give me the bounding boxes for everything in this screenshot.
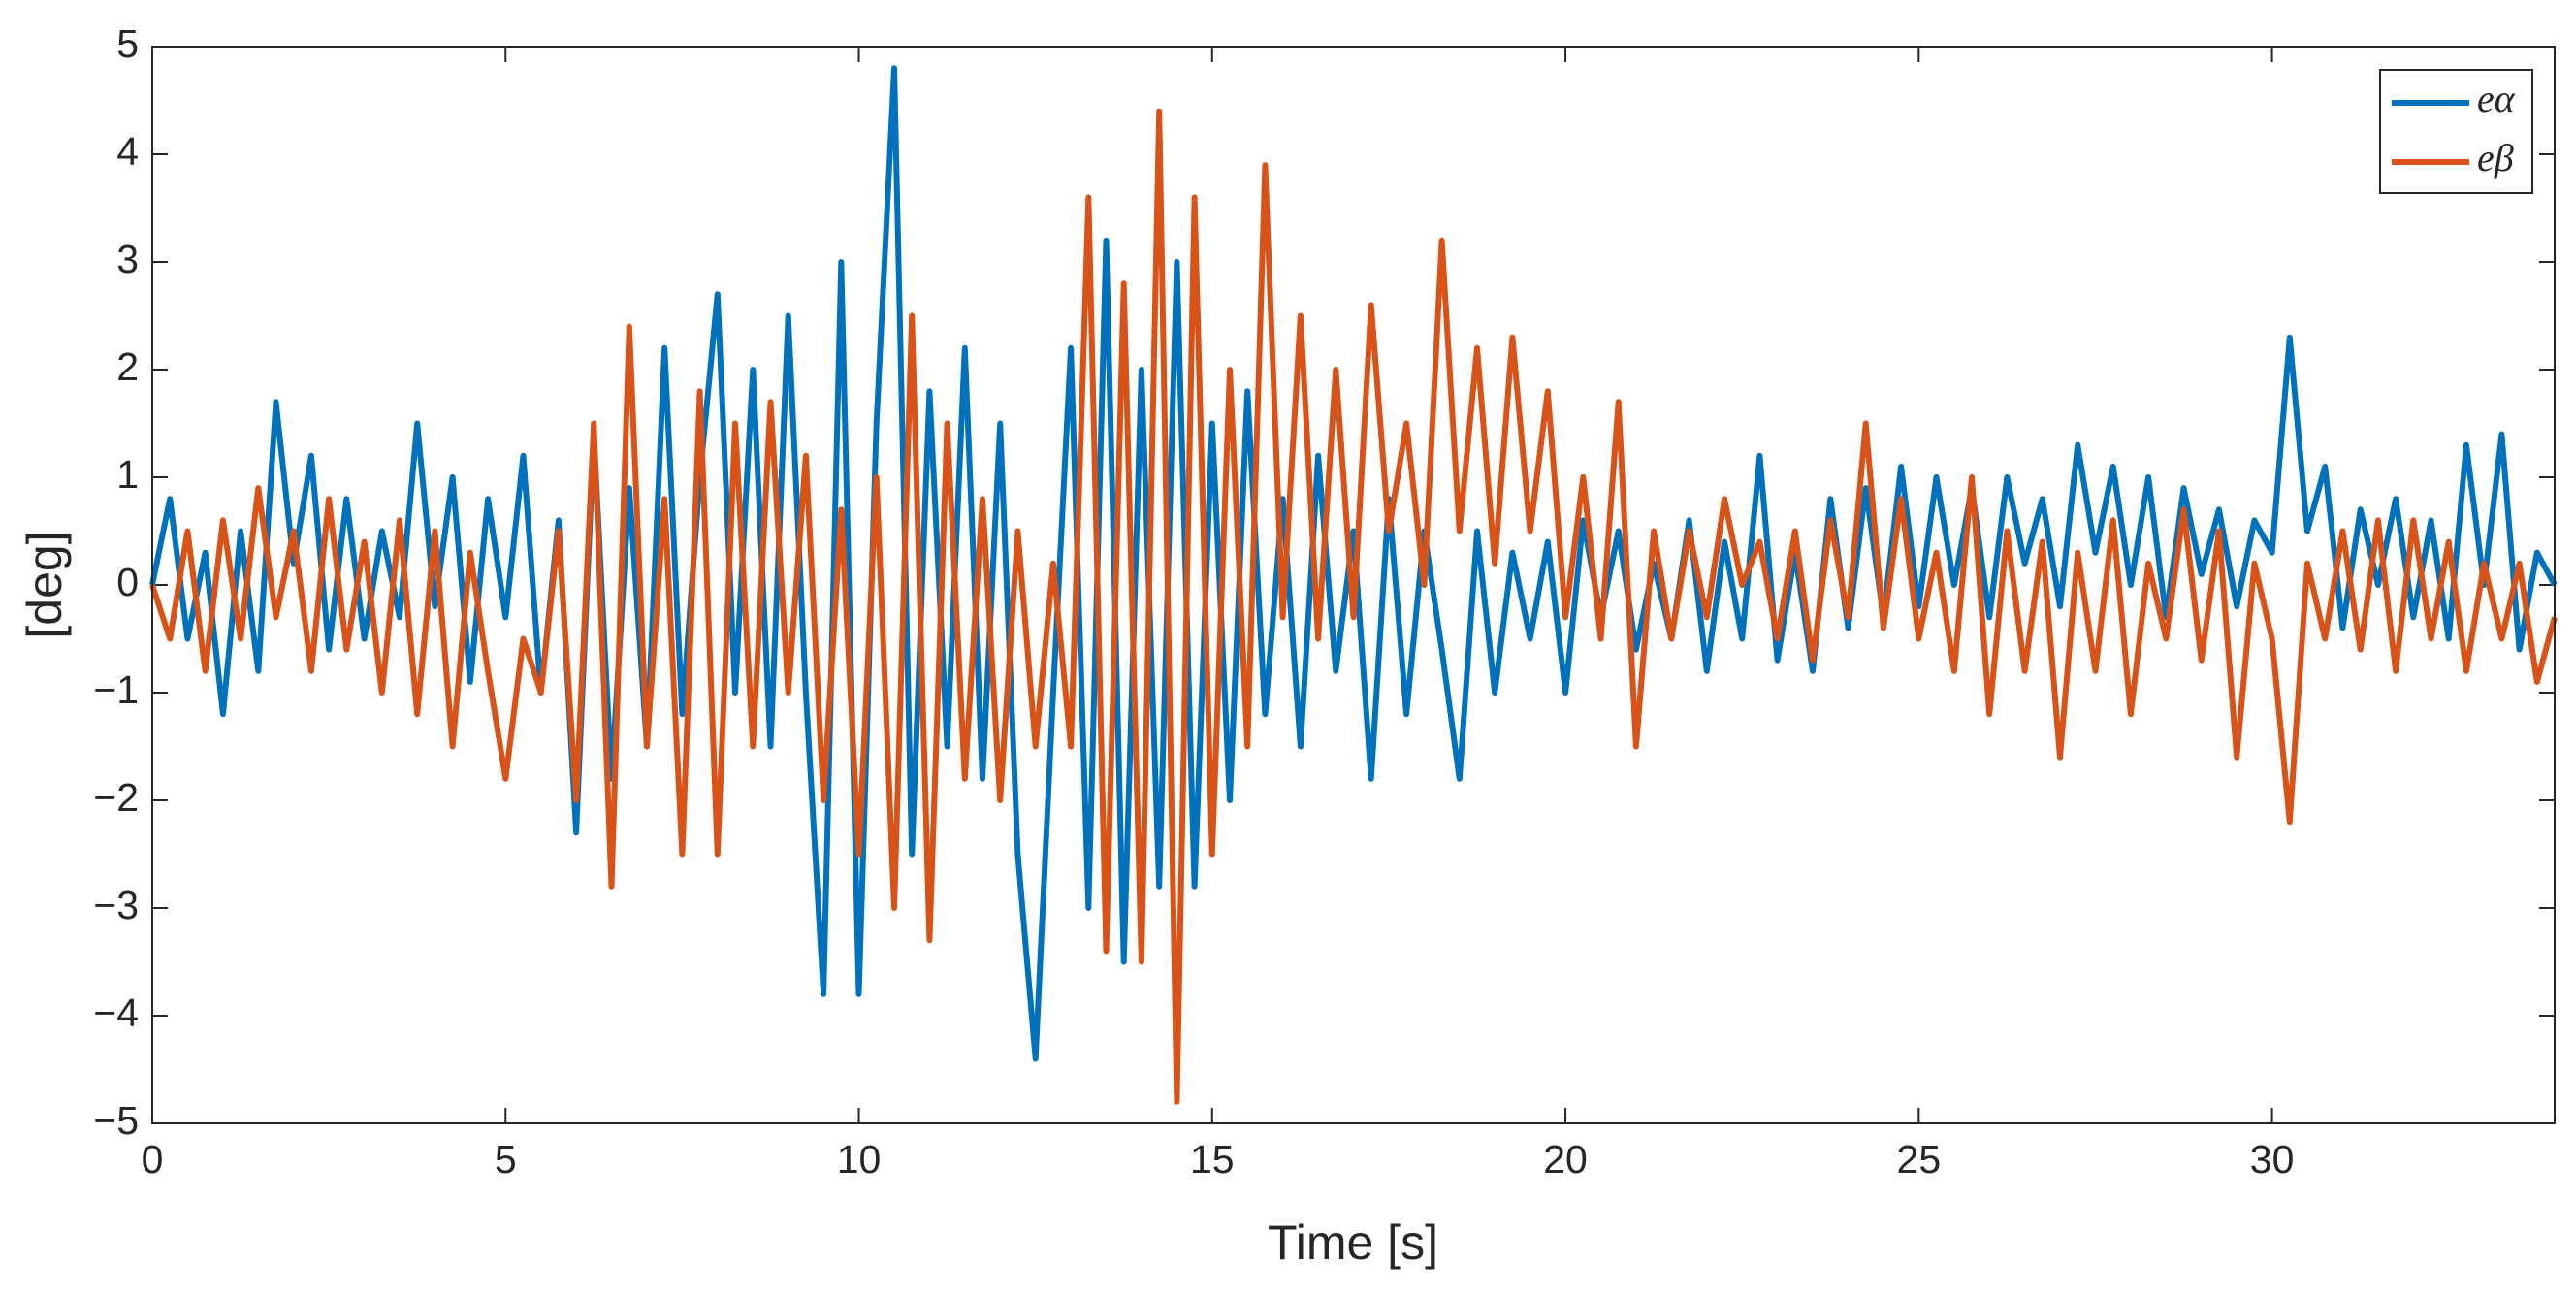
- legend-label: eα: [2477, 77, 2516, 120]
- y-tick-label: −1: [93, 667, 139, 712]
- x-tick-label: 25: [1897, 1137, 1942, 1182]
- x-tick-label: 0: [142, 1137, 164, 1182]
- y-tick-label: −4: [93, 990, 139, 1035]
- x-tick-label: 30: [2250, 1137, 2295, 1182]
- y-axis-label: [deg]: [17, 531, 72, 638]
- x-tick-label: 15: [1190, 1137, 1235, 1182]
- legend-label: eβ: [2477, 136, 2514, 179]
- y-tick-label: 4: [116, 129, 139, 174]
- axes-frame: [151, 46, 2556, 1124]
- y-tick-label: 3: [116, 237, 139, 281]
- series-line: [149, 108, 2558, 1105]
- y-tick-label: −5: [93, 1098, 139, 1143]
- y-tick-label: 1: [116, 452, 139, 497]
- y-tick-label: −2: [93, 775, 139, 820]
- y-tick-label: 2: [116, 344, 139, 389]
- x-axis-label: Time [s]: [1268, 1215, 1438, 1270]
- y-tick-label: 5: [116, 21, 139, 66]
- x-tick-label: 10: [837, 1137, 882, 1182]
- x-tick-label: 20: [1543, 1137, 1588, 1182]
- y-tick-label: −3: [93, 883, 139, 927]
- x-tick-label: 5: [495, 1137, 517, 1182]
- legend-box: [2379, 69, 2533, 194]
- y-tick-label: 0: [116, 560, 139, 604]
